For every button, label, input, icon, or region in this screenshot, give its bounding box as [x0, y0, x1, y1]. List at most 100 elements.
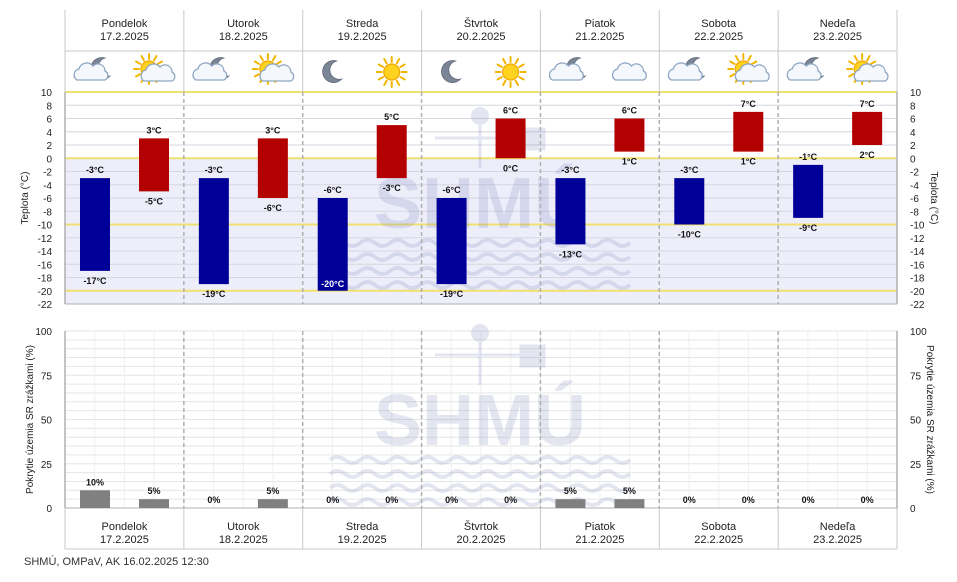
temperature-tick-left: -2 [43, 168, 52, 179]
temperature-max-label: -3°C [561, 165, 580, 175]
day-date-top: 22.2.2025 [694, 31, 743, 43]
precip-tick-left: 50 [41, 416, 53, 427]
temperature-tick-left: 2 [46, 141, 52, 152]
cloudy-moon-icon [786, 57, 825, 81]
night-temperature-bar [793, 164, 824, 218]
day-name-bottom: Streda [346, 521, 379, 533]
temperature-min-label: -3°C [383, 183, 402, 193]
night-temperature-bar [317, 198, 348, 291]
day-name-top: Streda [346, 18, 379, 30]
precip-value-label: 5% [623, 486, 636, 496]
precip-bar [614, 499, 645, 508]
temperature-tick-right: -20 [910, 287, 925, 298]
day-name-bottom: Utorok [227, 521, 260, 533]
temperature-tick-right: 10 [910, 88, 922, 99]
temperature-tick-right: 4 [910, 128, 916, 139]
temperature-tick-right: -8 [910, 207, 919, 218]
day-name-bottom: Piatok [585, 521, 616, 533]
precip-bar [80, 490, 110, 508]
temperature-min-label: 1°C [741, 157, 757, 167]
day-date-top: 20.2.2025 [457, 31, 506, 43]
temperature-min-label: 2°C [860, 150, 876, 160]
cloudy-moon-icon [73, 57, 112, 81]
temperature-min-label: 1°C [622, 157, 638, 167]
precip-tick-right: 100 [910, 327, 927, 338]
precip-tick-right: 25 [910, 460, 922, 471]
day-date-bottom: 21.2.2025 [575, 534, 624, 546]
precip-tick-left: 0 [46, 504, 52, 515]
temperature-tick-right: -14 [910, 247, 925, 258]
temperature-tick-right: 2 [910, 141, 916, 152]
precip-bar [139, 499, 169, 508]
day-temperature-bar [495, 118, 526, 159]
precip-bar [555, 499, 586, 508]
day-temperature-bar [257, 138, 288, 198]
day-temperature-bar [139, 138, 169, 192]
temperature-max-label: -3°C [205, 165, 224, 175]
night-temperature-bar [436, 198, 467, 285]
day-date-top: 17.2.2025 [100, 31, 149, 43]
day-name-top: Piatok [585, 18, 616, 30]
moon-icon [322, 60, 343, 83]
temperature-max-label: -3°C [86, 165, 105, 175]
temperature-tick-left: -20 [38, 287, 53, 298]
precip-tick-left: 75 [41, 371, 53, 382]
sun-icon [494, 56, 527, 88]
day-name-top: Štvrtok [464, 17, 499, 30]
temperature-tick-left: -6 [43, 194, 52, 205]
watermark-temperature: SHMÚ [328, 107, 632, 290]
temperature-tick-left: -16 [38, 260, 53, 271]
night-temperature-bar [198, 178, 229, 285]
day-date-bottom: 23.2.2025 [813, 534, 862, 546]
temperature-max-label: 3°C [265, 125, 281, 135]
day-date-bottom: 17.2.2025 [100, 534, 149, 546]
temperature-tick-right: 6 [910, 115, 916, 126]
precip-value-label: 0% [742, 495, 755, 505]
sun-cloud-icon [133, 53, 176, 85]
day-name-top: Sobota [701, 18, 737, 30]
temperature-max-label: -3°C [680, 165, 699, 175]
precip-value-label: 0% [207, 495, 220, 505]
temperature-min-label: -5°C [145, 196, 164, 206]
precip-value-label: 0% [683, 495, 696, 505]
sun-icon [375, 56, 408, 88]
precip-value-label: 10% [86, 477, 104, 487]
footer-credit: SHMÚ, OMPaV, AK 16.02.2025 12:30 [24, 556, 209, 568]
temperature-tick-left: -4 [43, 181, 52, 192]
day-temperature-bar [614, 118, 645, 152]
watermark-text: SHMÚ [374, 380, 586, 461]
sun-cloud-icon [727, 53, 770, 85]
precip-value-label: 0% [504, 495, 517, 505]
precip-value-label: 0% [861, 495, 874, 505]
precip-value-label: 0% [802, 495, 815, 505]
night-temperature-bar [674, 178, 705, 225]
precip-value-label: 5% [564, 486, 577, 496]
temperature-min-label: -19°C [202, 289, 226, 299]
temperature-max-label: 6°C [622, 106, 638, 116]
precip-tick-right: 75 [910, 371, 922, 382]
cloudy-moon-icon [192, 57, 231, 81]
day-date-bottom: 22.2.2025 [694, 534, 743, 546]
precip-value-label: 5% [147, 486, 160, 496]
temperature-tick-right: -6 [910, 194, 919, 205]
cloudy-moon-icon [548, 57, 587, 81]
temperature-min-label: -13°C [559, 249, 583, 259]
day-name-bottom: Sobota [701, 521, 737, 533]
temperature-tick-left: 10 [41, 88, 53, 99]
day-date-top: 23.2.2025 [813, 31, 862, 43]
temperature-max-label: 6°C [503, 106, 519, 116]
precip-tick-right: 0 [910, 504, 916, 515]
day-name-top: Nedeľa [820, 18, 857, 30]
day-name-bottom: Nedeľa [820, 521, 857, 533]
temperature-tick-right: -2 [910, 168, 919, 179]
temperature-tick-right: 0 [910, 154, 916, 165]
temperature-min-label: -10°C [678, 230, 702, 240]
temperature-tick-right: -4 [910, 181, 919, 192]
night-temperature-bar [555, 178, 586, 245]
temperature-max-label: -6°C [324, 185, 343, 195]
precip-tick-left: 100 [35, 327, 52, 338]
precip-bar [257, 499, 288, 508]
day-name-top: Pondelok [101, 18, 147, 30]
day-temperature-bar [733, 111, 764, 152]
